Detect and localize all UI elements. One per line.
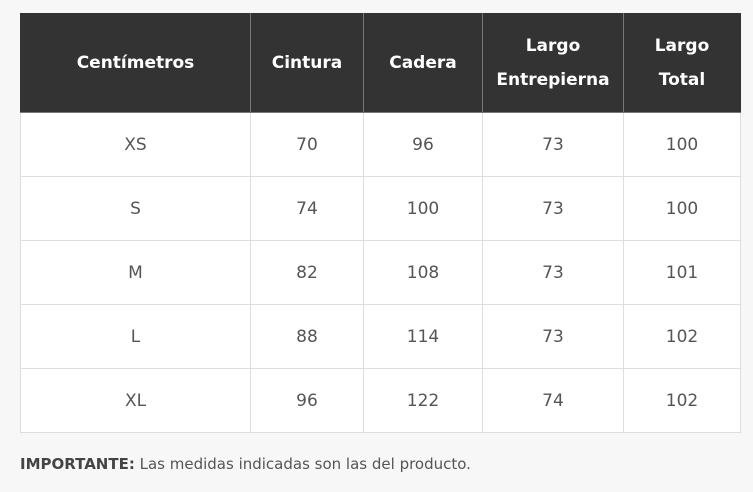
header-row: Centímetros Cintura Cadera Largo Entrepi… xyxy=(20,13,741,113)
cintura-cell: 82 xyxy=(250,240,364,305)
size-cell: M xyxy=(20,240,251,305)
header-line: Centímetros xyxy=(76,53,195,73)
largo-entrepierna-cell: 73 xyxy=(482,112,624,177)
header-centimetros: Centímetros xyxy=(20,13,251,113)
size-cell: S xyxy=(20,176,251,241)
table-row: L 88 114 73 102 xyxy=(20,304,741,369)
cadera-cell: 96 xyxy=(363,112,483,177)
size-cell: L xyxy=(20,304,251,369)
size-table: Centímetros Cintura Cadera Largo Entrepi… xyxy=(20,13,741,433)
important-note: IMPORTANTE: Las medidas indicadas son la… xyxy=(20,455,471,473)
header-line: Cintura xyxy=(271,53,343,73)
header-line: Largo xyxy=(654,36,710,56)
cadera-cell: 122 xyxy=(363,368,483,433)
size-cell: XS xyxy=(20,112,251,177)
cadera-cell: 100 xyxy=(363,176,483,241)
header-line: Largo xyxy=(525,36,581,56)
largo-total-cell: 102 xyxy=(623,304,741,369)
largo-entrepierna-cell: 73 xyxy=(482,176,624,241)
largo-total-cell: 100 xyxy=(623,176,741,241)
largo-entrepierna-cell: 73 xyxy=(482,304,624,369)
cadera-cell: 114 xyxy=(363,304,483,369)
cintura-cell: 70 xyxy=(250,112,364,177)
largo-total-cell: 100 xyxy=(623,112,741,177)
header-cintura: Cintura xyxy=(250,13,364,113)
largo-entrepierna-cell: 74 xyxy=(482,368,624,433)
table-row: XL 96 122 74 102 xyxy=(20,368,741,433)
cintura-cell: 96 xyxy=(250,368,364,433)
size-cell: XL xyxy=(20,368,251,433)
header-line: Entrepierna xyxy=(496,70,610,90)
size-chart: Centímetros Cintura Cadera Largo Entrepi… xyxy=(20,13,741,433)
table-row: M 82 108 73 101 xyxy=(20,240,741,305)
header-line: Cadera xyxy=(389,53,457,73)
cintura-cell: 74 xyxy=(250,176,364,241)
table-row: XS 70 96 73 100 xyxy=(20,112,741,177)
header-line: Total xyxy=(658,70,706,90)
cadera-cell: 108 xyxy=(363,240,483,305)
important-note-label: IMPORTANTE: xyxy=(20,455,135,473)
header-largo-total: Largo Total xyxy=(623,13,741,113)
table-body: XS 70 96 73 100 S 74 100 73 100 M 82 108… xyxy=(20,112,741,433)
table-row: S 74 100 73 100 xyxy=(20,176,741,241)
largo-total-cell: 102 xyxy=(623,368,741,433)
largo-entrepierna-cell: 73 xyxy=(482,240,624,305)
largo-total-cell: 101 xyxy=(623,240,741,305)
table-header: Centímetros Cintura Cadera Largo Entrepi… xyxy=(20,13,741,113)
cintura-cell: 88 xyxy=(250,304,364,369)
header-largo-entrepierna: Largo Entrepierna xyxy=(482,13,624,113)
important-note-text: Las medidas indicadas son las del produc… xyxy=(134,455,471,473)
header-cadera: Cadera xyxy=(363,13,483,113)
